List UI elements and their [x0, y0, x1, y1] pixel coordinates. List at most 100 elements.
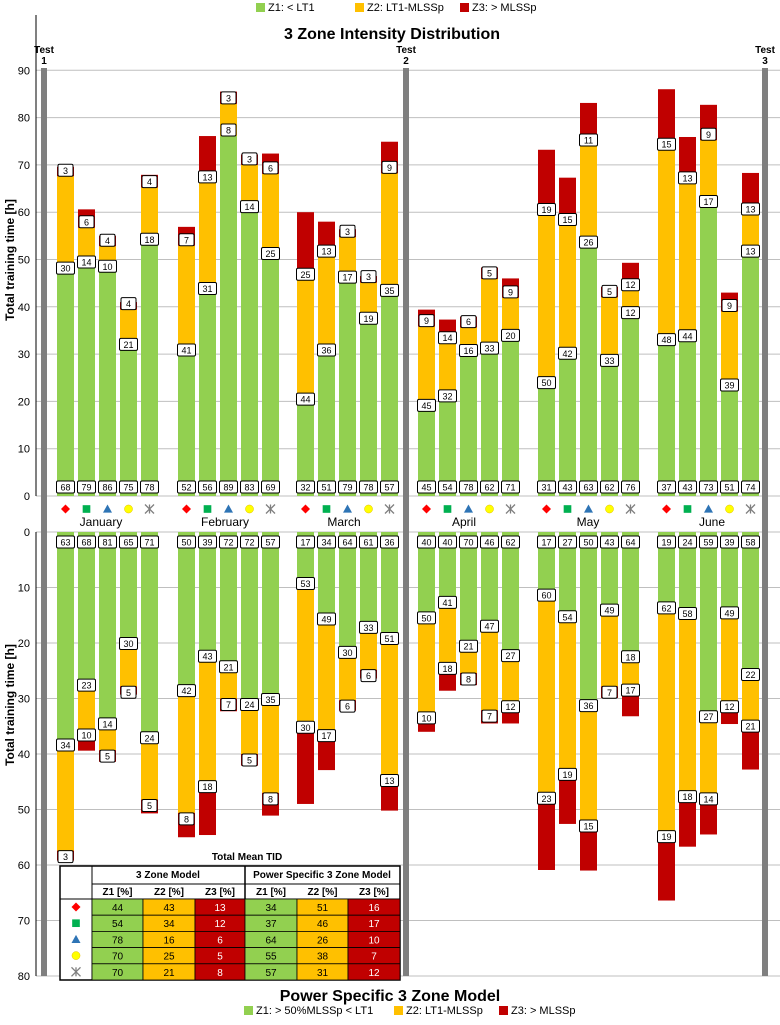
bar-top-z1-label-box — [261, 480, 280, 494]
y-tick-bottom: 0 — [24, 527, 30, 539]
bar-bottom-z1 — [679, 532, 696, 608]
bar-top-z2 — [721, 311, 738, 391]
bar-top-z2-label-box — [579, 235, 598, 249]
bar-bottom-z2-label: 24 — [144, 733, 154, 743]
bar-top-z3-label-box — [241, 152, 258, 166]
y-tick-bottom: 40 — [18, 749, 30, 761]
test-marker-bar-1 — [41, 68, 47, 976]
bar-top-z3-label: 9 — [508, 287, 513, 297]
test-3-number: 3 — [762, 56, 768, 67]
table-col-header: Z1 [%] — [256, 887, 286, 898]
bar-top-z2 — [439, 343, 456, 402]
bar-top-z2-label: 45 — [421, 401, 431, 411]
bar-bottom-z3-label-box — [501, 700, 520, 714]
bar-bottom-z2-label-box — [459, 639, 478, 653]
bar-bottom-z2 — [439, 596, 456, 663]
bar-bottom-z1-label-box — [359, 535, 378, 549]
bar-bottom-z2-label: 34 — [60, 741, 70, 751]
bar-bottom-z2-label: 47 — [484, 622, 494, 632]
bar-top-z1-label: 73 — [703, 483, 713, 493]
y-tick-top: 40 — [18, 302, 30, 314]
bar-top-z1-label-box — [98, 480, 117, 494]
symbol-square — [683, 505, 692, 513]
bar-bottom-z2 — [721, 606, 738, 701]
table-group-3zone: 3 Zone Model — [136, 870, 200, 881]
bar-bottom-z2-label: 53 — [300, 579, 310, 589]
table-row-symbol-diamond — [71, 902, 81, 912]
bar-bottom-z1-label-box — [537, 535, 556, 549]
bar-top-z3-label: 25 — [300, 270, 310, 280]
bar-bottom-z3-label: 8 — [466, 674, 471, 684]
bar-top-z3-label-box — [460, 315, 477, 329]
month-label-march: March — [327, 515, 360, 529]
bar-top-z2-label-box — [220, 123, 237, 137]
bar-top-z1-label: 79 — [81, 483, 91, 493]
bar-bottom-z2 — [339, 646, 356, 701]
bar-bottom-z2 — [141, 731, 158, 800]
table-cell: 26 — [317, 935, 329, 946]
bar-bottom-z2 — [199, 650, 216, 781]
bar-bottom-z3-label-box — [317, 729, 336, 743]
symbol-square — [203, 505, 212, 513]
bar-bottom-z1-label-box — [657, 535, 676, 549]
bar-top-z2-label-box — [77, 255, 96, 269]
bar-bottom-z2-label: 49 — [724, 608, 734, 618]
bar-bottom-z1-label-box — [198, 535, 217, 549]
bar-top-z3-label: 15 — [562, 215, 572, 225]
bar-top-z2-label: 21 — [123, 340, 133, 350]
bar-top-z3-label-box — [418, 314, 435, 328]
bar-top-z2 — [141, 187, 158, 246]
bar-bottom-z2 — [318, 613, 335, 730]
bar-top-z3-label: 4 — [147, 177, 152, 187]
bar-top-z2-label: 12 — [625, 308, 635, 318]
bar-top-z2-label: 18 — [144, 235, 154, 245]
bar-bottom-z3-label: 19 — [562, 770, 572, 780]
bar-bottom-z1-label-box — [699, 535, 718, 549]
bar-bottom-z3-label-box — [537, 791, 556, 805]
symbol-diamond — [662, 504, 671, 514]
bar-top-z2-label-box — [119, 337, 138, 351]
bar-top-z2-label: 48 — [661, 335, 671, 345]
bar-bottom-z1-label: 17 — [300, 538, 310, 548]
bar-top-z1-label-box — [438, 480, 457, 494]
y-tick-top: 10 — [18, 444, 30, 456]
bar-top-z1-label: 54 — [442, 483, 452, 493]
bar-top-z1-label: 86 — [102, 483, 112, 493]
bar-bottom-z3 — [559, 768, 576, 824]
bar-top-z1-label-box — [720, 480, 739, 494]
bar-bottom-z3-label: 6 — [366, 671, 371, 681]
bar-top-z3-label: 5 — [487, 268, 492, 278]
bar-bottom-z3-label: 8 — [268, 794, 273, 804]
month-label-june: June — [699, 515, 725, 529]
bar-bottom-z1-label: 71 — [144, 538, 154, 548]
bar-top-z2-label: 19 — [363, 314, 373, 324]
table-col-header: Z3 [%] — [205, 887, 235, 898]
bar-bottom-z3 — [199, 780, 216, 836]
symbol-asterisk — [625, 504, 636, 514]
table-cell: 17 — [368, 919, 380, 930]
bar-top-z1-label: 51 — [321, 483, 331, 493]
bar-top-z3-label-box — [296, 267, 315, 281]
bar-bottom-z2-label-box — [296, 577, 315, 591]
bar-top-z3-label: 3 — [63, 166, 68, 176]
y-axis-label-bottom: Total training time [h] — [3, 644, 17, 766]
summary-table: Total Mean TID 3 Zone Model Power Specif… — [59, 852, 401, 981]
bar-top-z1-label: 63 — [583, 483, 593, 493]
bar-bottom-z1 — [742, 532, 759, 669]
bar-bottom-z2-label: 58 — [682, 609, 692, 619]
bar-bottom-z3-label: 8 — [184, 814, 189, 824]
bar-bottom-z2-label: 22 — [745, 670, 755, 680]
legend-bottom: Z1: > 50%MLSSp < LT1 Z2: LT1-MLSSp Z3: >… — [244, 1005, 576, 1017]
bar-top-z3-label-box — [579, 133, 598, 147]
y-tick-bottom: 60 — [18, 860, 30, 872]
bar-bottom-z3-label: 23 — [541, 794, 551, 804]
bar-bottom-z3 — [297, 721, 314, 804]
bar-top-z3-label-box — [120, 297, 137, 311]
bar-bottom-z3-label-box — [339, 699, 356, 713]
bar-bottom-z2 — [178, 684, 195, 813]
bar-bottom-z3-label: 18 — [682, 792, 692, 802]
bar-bottom-z1-label-box — [459, 535, 478, 549]
bar-top-z2-label-box — [501, 328, 520, 342]
bar-top-z3-label: 13 — [321, 247, 331, 257]
bar-bottom-z1 — [178, 532, 195, 685]
